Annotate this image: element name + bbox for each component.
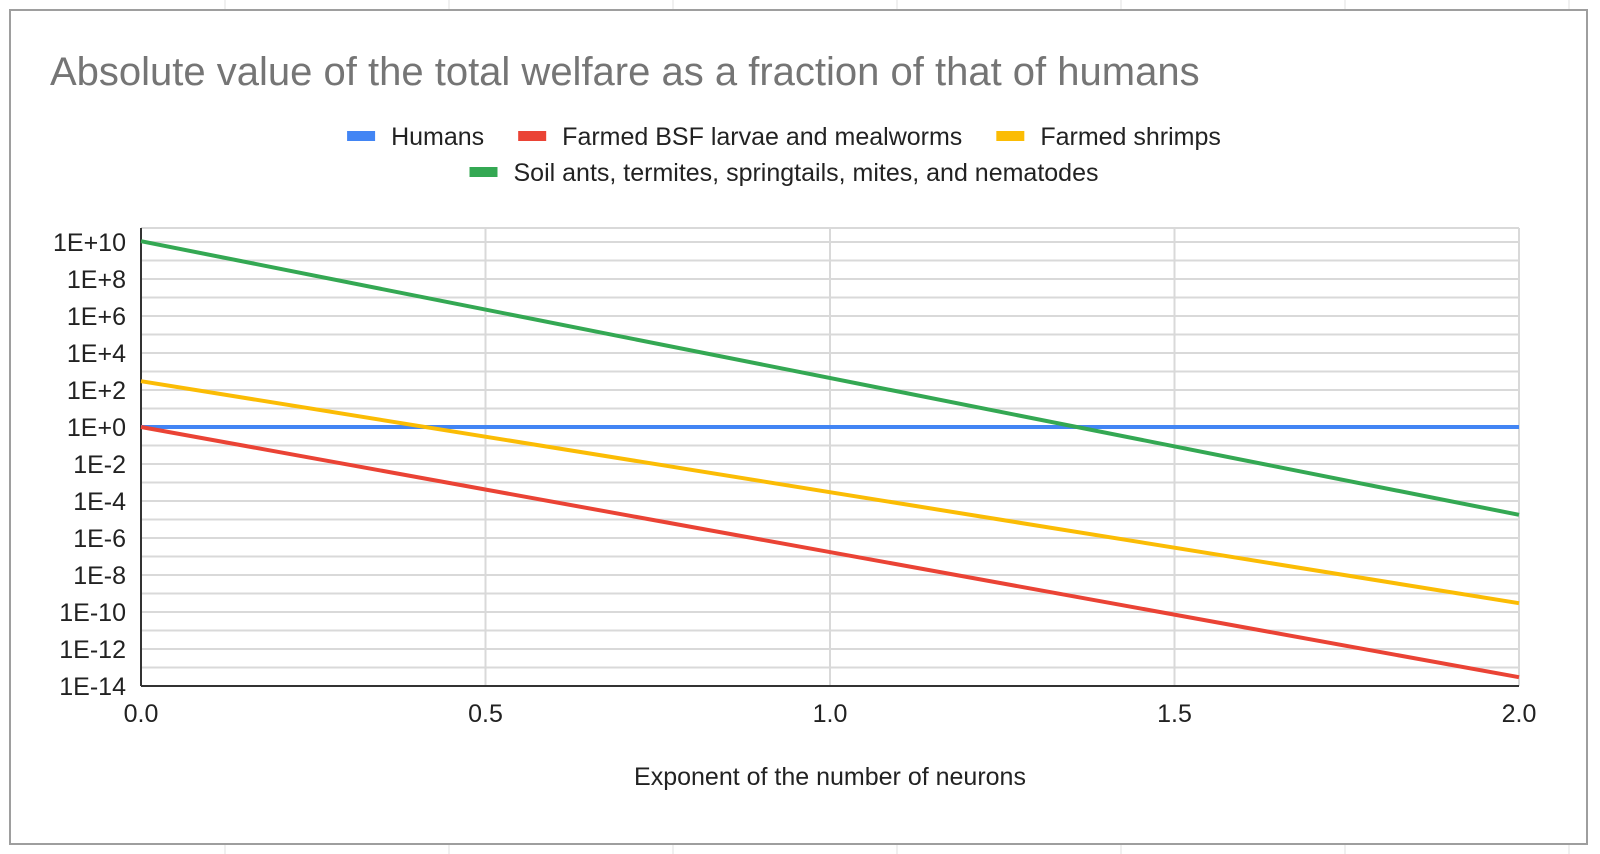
chart-axes: 1E-14 1E-12 1E-10 1E-8 1E-6 1E-4 1E-2 1E+0 1E+2 1… bbox=[53, 228, 1536, 728]
legend-swatch bbox=[347, 131, 376, 141]
legend-swatch bbox=[996, 131, 1025, 141]
y-tick-label: 1E+4 bbox=[67, 340, 126, 368]
x-tick-label: 2.0 bbox=[1502, 700, 1537, 728]
y-tick-label: 1E-4 bbox=[73, 488, 126, 516]
y-tick-label: 1E-6 bbox=[73, 525, 126, 553]
chart-title: Absolute value of the total welfare as a… bbox=[50, 50, 1200, 94]
series-line-farmed-shrimps[interactable] bbox=[140, 379, 1520, 606]
y-tick-label: 1E-8 bbox=[73, 562, 126, 590]
y-tick-label: 1E-12 bbox=[59, 636, 126, 664]
legend-label[interactable]: Farmed BSF larvae and mealworms bbox=[562, 123, 962, 151]
chart-gridlines bbox=[141, 227, 1520, 686]
y-tick-label: 1E-14 bbox=[59, 673, 126, 701]
x-tick-label: 0.0 bbox=[124, 700, 159, 728]
x-tick-label: 1.5 bbox=[1157, 700, 1192, 728]
y-tick-label: 1E+0 bbox=[67, 414, 126, 442]
legend-label[interactable]: Humans bbox=[391, 123, 484, 151]
series-line-farmed-bsf-larvae-and-mealworms[interactable] bbox=[140, 425, 1520, 680]
y-tick-label: 1E-10 bbox=[59, 599, 126, 627]
legend-swatch bbox=[518, 131, 547, 141]
y-tick-label: 1E+8 bbox=[67, 266, 126, 294]
y-tick-label: 1E+6 bbox=[67, 303, 126, 331]
chart-series bbox=[140, 239, 1520, 680]
chart-legend: Humans Farmed BSF larvae and mealworms Far… bbox=[347, 123, 1221, 187]
y-tick-label: 1E+2 bbox=[67, 377, 126, 405]
y-tick-label: 1E+10 bbox=[53, 229, 126, 257]
x-tick-label: 1.0 bbox=[813, 700, 848, 728]
legend-label[interactable]: Farmed shrimps bbox=[1040, 123, 1221, 151]
legend-swatch bbox=[469, 167, 498, 177]
y-tick-label: 1E-2 bbox=[73, 451, 126, 479]
legend-label[interactable]: Soil ants, termites, springtails, mites,… bbox=[514, 159, 1099, 187]
x-axis-label: Exponent of the number of neurons bbox=[634, 763, 1026, 791]
x-tick-label: 0.5 bbox=[468, 700, 503, 728]
series-line-soil-ants-termites-springtails-mites-and-nematodes[interactable] bbox=[140, 239, 1520, 517]
